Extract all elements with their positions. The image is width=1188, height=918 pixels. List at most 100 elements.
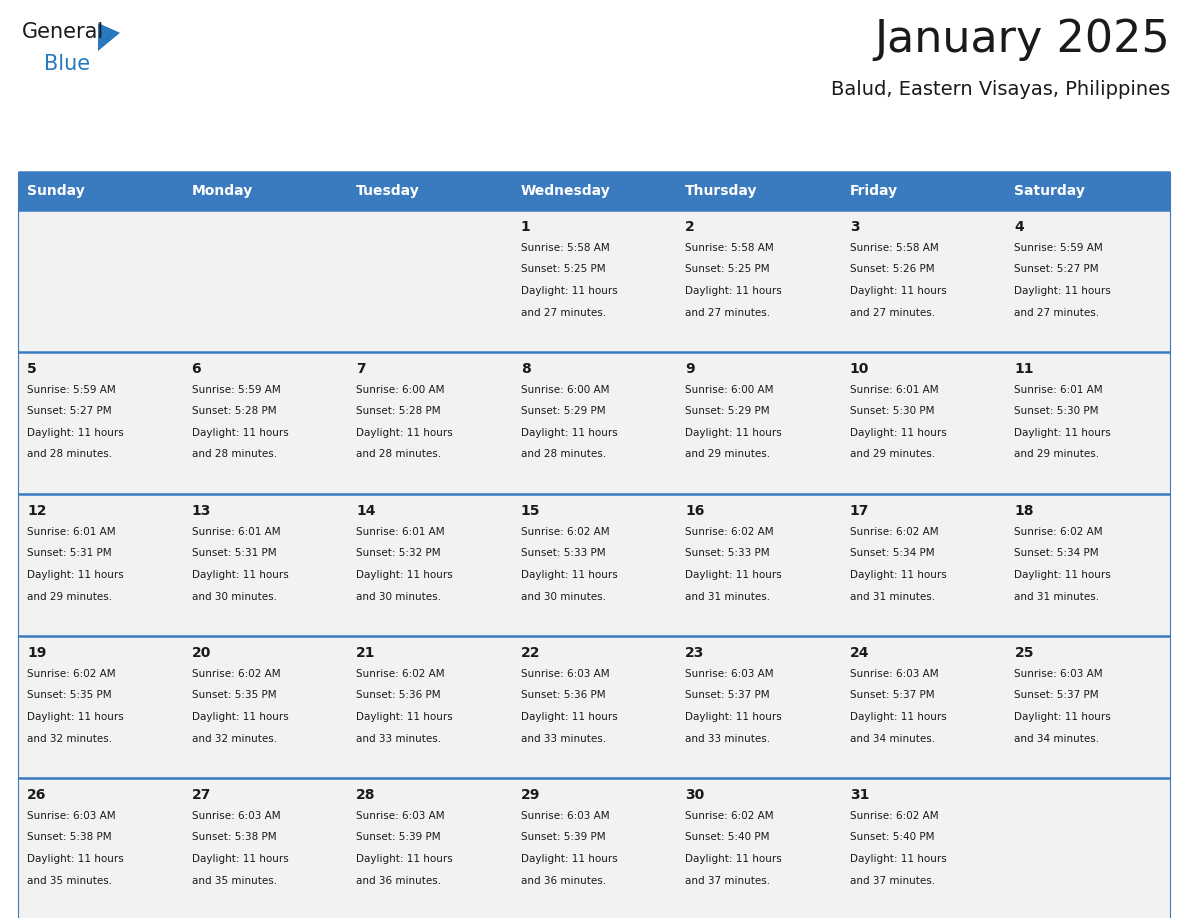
Text: 27: 27 bbox=[191, 788, 211, 802]
Text: 30: 30 bbox=[685, 788, 704, 802]
Text: Sunset: 5:33 PM: Sunset: 5:33 PM bbox=[685, 548, 770, 558]
Text: and 36 minutes.: and 36 minutes. bbox=[356, 876, 441, 886]
Text: and 29 minutes.: and 29 minutes. bbox=[849, 450, 935, 460]
Text: Sunrise: 6:02 AM: Sunrise: 6:02 AM bbox=[191, 669, 280, 679]
Text: and 31 minutes.: and 31 minutes. bbox=[849, 591, 935, 601]
Text: Daylight: 11 hours: Daylight: 11 hours bbox=[356, 712, 453, 722]
Text: and 32 minutes.: and 32 minutes. bbox=[191, 733, 277, 744]
Bar bbox=[347, 210, 512, 352]
Text: 31: 31 bbox=[849, 788, 870, 802]
Text: Daylight: 11 hours: Daylight: 11 hours bbox=[27, 570, 124, 580]
Text: and 27 minutes.: and 27 minutes. bbox=[1015, 308, 1100, 318]
Text: Daylight: 11 hours: Daylight: 11 hours bbox=[849, 286, 947, 296]
Text: and 37 minutes.: and 37 minutes. bbox=[685, 876, 770, 886]
Text: Sunrise: 6:02 AM: Sunrise: 6:02 AM bbox=[849, 527, 939, 537]
Bar bbox=[1005, 494, 1170, 636]
Text: Sunset: 5:33 PM: Sunset: 5:33 PM bbox=[520, 548, 606, 558]
Text: Sunset: 5:34 PM: Sunset: 5:34 PM bbox=[1015, 548, 1099, 558]
Text: Sunrise: 5:58 AM: Sunrise: 5:58 AM bbox=[849, 243, 939, 253]
Text: Sunrise: 6:03 AM: Sunrise: 6:03 AM bbox=[520, 669, 609, 679]
Text: Sunrise: 6:00 AM: Sunrise: 6:00 AM bbox=[520, 385, 609, 395]
Text: and 30 minutes.: and 30 minutes. bbox=[191, 591, 277, 601]
Text: Daylight: 11 hours: Daylight: 11 hours bbox=[356, 854, 453, 864]
Bar bbox=[512, 352, 676, 494]
Bar bbox=[1005, 636, 1170, 778]
Text: Sunrise: 6:03 AM: Sunrise: 6:03 AM bbox=[849, 669, 939, 679]
Text: 25: 25 bbox=[1015, 646, 1034, 660]
Text: 19: 19 bbox=[27, 646, 46, 660]
Bar bbox=[347, 636, 512, 778]
Text: 28: 28 bbox=[356, 788, 375, 802]
Text: Sunset: 5:28 PM: Sunset: 5:28 PM bbox=[356, 407, 441, 417]
Text: Sunset: 5:32 PM: Sunset: 5:32 PM bbox=[356, 548, 441, 558]
Text: Sunset: 5:35 PM: Sunset: 5:35 PM bbox=[27, 690, 112, 700]
Text: Thursday: Thursday bbox=[685, 184, 758, 198]
Text: 7: 7 bbox=[356, 362, 366, 376]
Text: Sunrise: 6:03 AM: Sunrise: 6:03 AM bbox=[520, 811, 609, 821]
Text: and 28 minutes.: and 28 minutes. bbox=[191, 450, 277, 460]
Bar bbox=[841, 494, 1005, 636]
Bar bbox=[512, 210, 676, 352]
Bar bbox=[512, 778, 676, 918]
Text: and 31 minutes.: and 31 minutes. bbox=[685, 591, 770, 601]
Text: Sunrise: 6:02 AM: Sunrise: 6:02 AM bbox=[1015, 527, 1102, 537]
Text: 8: 8 bbox=[520, 362, 531, 376]
Text: Sunrise: 6:00 AM: Sunrise: 6:00 AM bbox=[685, 385, 773, 395]
Text: Daylight: 11 hours: Daylight: 11 hours bbox=[191, 854, 289, 864]
Text: Daylight: 11 hours: Daylight: 11 hours bbox=[356, 428, 453, 438]
Text: and 30 minutes.: and 30 minutes. bbox=[520, 591, 606, 601]
Text: 13: 13 bbox=[191, 504, 211, 518]
Text: Sunset: 5:27 PM: Sunset: 5:27 PM bbox=[27, 407, 112, 417]
Text: Sunrise: 6:03 AM: Sunrise: 6:03 AM bbox=[685, 669, 773, 679]
Bar bbox=[676, 636, 841, 778]
Text: Sunrise: 6:01 AM: Sunrise: 6:01 AM bbox=[356, 527, 444, 537]
Bar bbox=[841, 210, 1005, 352]
Text: Blue: Blue bbox=[44, 54, 90, 74]
Bar bbox=[676, 172, 841, 210]
Text: 20: 20 bbox=[191, 646, 211, 660]
Text: and 27 minutes.: and 27 minutes. bbox=[685, 308, 770, 318]
Bar bbox=[676, 352, 841, 494]
Text: and 28 minutes.: and 28 minutes. bbox=[520, 450, 606, 460]
Text: Sunset: 5:36 PM: Sunset: 5:36 PM bbox=[520, 690, 606, 700]
Text: Sunrise: 6:02 AM: Sunrise: 6:02 AM bbox=[27, 669, 115, 679]
Text: 17: 17 bbox=[849, 504, 870, 518]
Text: 9: 9 bbox=[685, 362, 695, 376]
Text: Daylight: 11 hours: Daylight: 11 hours bbox=[1015, 428, 1111, 438]
Bar bbox=[1005, 210, 1170, 352]
Text: Daylight: 11 hours: Daylight: 11 hours bbox=[520, 854, 618, 864]
Text: Sunrise: 6:02 AM: Sunrise: 6:02 AM bbox=[685, 527, 773, 537]
Text: Monday: Monday bbox=[191, 184, 253, 198]
Bar bbox=[18, 636, 183, 778]
Bar bbox=[183, 494, 347, 636]
Bar bbox=[1005, 352, 1170, 494]
Text: 15: 15 bbox=[520, 504, 541, 518]
Text: Sunset: 5:29 PM: Sunset: 5:29 PM bbox=[685, 407, 770, 417]
Text: Sunset: 5:35 PM: Sunset: 5:35 PM bbox=[191, 690, 276, 700]
Text: and 37 minutes.: and 37 minutes. bbox=[849, 876, 935, 886]
Bar bbox=[347, 778, 512, 918]
Text: 23: 23 bbox=[685, 646, 704, 660]
Text: and 34 minutes.: and 34 minutes. bbox=[1015, 733, 1100, 744]
Text: 10: 10 bbox=[849, 362, 870, 376]
Text: Daylight: 11 hours: Daylight: 11 hours bbox=[191, 712, 289, 722]
Text: 3: 3 bbox=[849, 220, 859, 234]
Text: Sunrise: 6:01 AM: Sunrise: 6:01 AM bbox=[191, 527, 280, 537]
Text: Daylight: 11 hours: Daylight: 11 hours bbox=[191, 428, 289, 438]
Text: Daylight: 11 hours: Daylight: 11 hours bbox=[1015, 712, 1111, 722]
Text: Sunset: 5:37 PM: Sunset: 5:37 PM bbox=[849, 690, 935, 700]
Bar bbox=[841, 352, 1005, 494]
Text: Sunset: 5:38 PM: Sunset: 5:38 PM bbox=[27, 833, 112, 843]
Text: Daylight: 11 hours: Daylight: 11 hours bbox=[520, 712, 618, 722]
Text: Daylight: 11 hours: Daylight: 11 hours bbox=[27, 854, 124, 864]
Text: Friday: Friday bbox=[849, 184, 898, 198]
Bar bbox=[676, 778, 841, 918]
Text: Sunset: 5:40 PM: Sunset: 5:40 PM bbox=[685, 833, 770, 843]
Text: and 33 minutes.: and 33 minutes. bbox=[356, 733, 441, 744]
Text: Daylight: 11 hours: Daylight: 11 hours bbox=[685, 854, 782, 864]
Text: Sunrise: 6:02 AM: Sunrise: 6:02 AM bbox=[849, 811, 939, 821]
Bar bbox=[512, 636, 676, 778]
Text: and 29 minutes.: and 29 minutes. bbox=[1015, 450, 1100, 460]
Text: Sunrise: 5:59 AM: Sunrise: 5:59 AM bbox=[27, 385, 115, 395]
Text: Daylight: 11 hours: Daylight: 11 hours bbox=[849, 854, 947, 864]
